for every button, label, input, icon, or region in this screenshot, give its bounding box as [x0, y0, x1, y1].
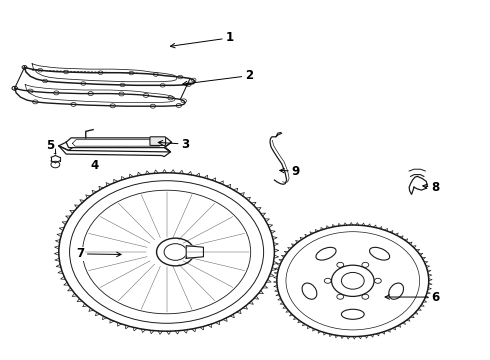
FancyBboxPatch shape [150, 137, 166, 145]
Text: 1: 1 [171, 31, 234, 48]
Text: 7: 7 [76, 247, 121, 260]
Text: 4: 4 [91, 159, 99, 172]
Text: 3: 3 [158, 138, 190, 150]
Text: 8: 8 [423, 181, 440, 194]
Text: 2: 2 [183, 69, 253, 86]
Text: 9: 9 [280, 165, 300, 177]
Text: 5: 5 [47, 139, 56, 154]
Polygon shape [186, 246, 203, 258]
Text: 6: 6 [385, 291, 440, 303]
